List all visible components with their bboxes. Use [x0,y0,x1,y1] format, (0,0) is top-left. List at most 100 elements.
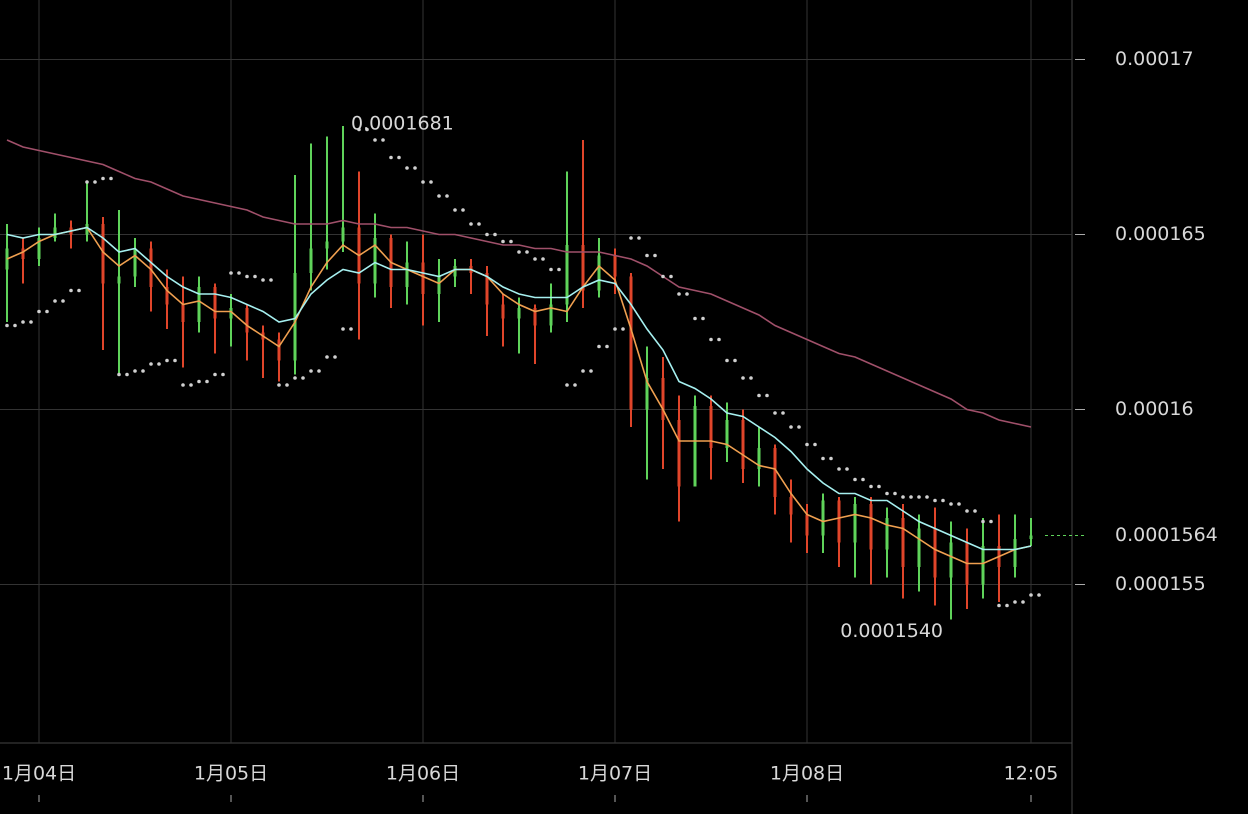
moving-average-line [6,226,1032,565]
sar-dot [517,250,521,254]
sar-dot [453,208,457,212]
sar-dot [277,383,281,387]
candle-body [885,518,889,550]
sar-dot [893,491,897,496]
sar-dot [253,274,257,279]
sar-dot [165,358,169,363]
candle-body [869,504,873,550]
candle-body [277,339,281,361]
x-tick-label: 1月07日 [578,763,652,785]
candle-body [789,497,793,515]
candle-body [757,448,761,469]
candle-body [917,528,921,567]
sar-dot [605,344,609,349]
candle-body [661,378,665,420]
sar-dot [533,257,537,261]
candle-body [53,227,57,238]
sar-dot [373,138,377,142]
sar-dot [965,509,969,513]
sar-dot [557,267,561,272]
candle-body [853,504,857,543]
sar-dot [853,477,857,482]
sar-dot [645,253,649,258]
sar-dot [837,467,841,471]
sar-dot [397,155,401,160]
sar-dot [789,425,793,429]
sar-dot [405,166,409,170]
sar-dot [813,442,817,447]
candle-body [325,241,329,249]
sar-dot [821,456,825,461]
sar-dot [181,383,185,387]
sar-dot [845,467,849,471]
sar-dot [133,369,137,373]
sar-dot [117,372,121,377]
candle-body [725,420,729,448]
candle-body [101,224,105,284]
candle-body [581,245,585,291]
sar-dot [213,372,217,377]
candle-body [933,528,937,578]
sar-dot [53,299,57,303]
sar-dot [581,369,585,373]
candle-body [981,546,985,585]
sar-dot [77,288,81,293]
sar-dot [125,372,129,377]
sar-dot [333,355,337,359]
x-tick-label: 1月05日 [194,763,268,785]
candle-body [181,304,185,322]
candle-body [117,276,121,284]
sar-dot [261,278,265,282]
sar-dot [485,232,489,237]
sar-dot [357,127,361,132]
candle-body [37,238,41,259]
candle-body [309,248,313,273]
sar-dot [421,180,425,184]
candle-body [693,406,697,487]
sar-dot [237,271,241,275]
sar-dot [701,316,705,321]
candle-body [709,406,713,448]
sar-dot [141,369,145,373]
sar-dot [293,376,297,380]
sar-dot [509,239,513,244]
last-price-label: 0.0001564 [1115,524,1218,546]
candle-body [213,287,217,319]
candle-body [421,262,425,294]
high-annotation: 0.0001681 [351,113,454,135]
sar-dot [245,274,249,279]
sar-dot [301,376,305,380]
sar-dot [1005,603,1009,608]
sar-dot [197,379,201,384]
sar-dot [149,362,153,366]
sar-dot [885,491,889,496]
sar-dot [613,327,617,331]
candle-body [149,248,153,287]
candle-body [165,287,169,305]
sar-dot [341,327,345,331]
candle-body [229,308,233,319]
sar-dot [205,379,209,384]
sar-dot [597,344,601,349]
candle-body [245,308,249,333]
sar-dot [69,288,73,293]
sar-dot [549,267,553,272]
candle-body [613,255,617,277]
sar-dot [437,194,441,198]
sar-dot [45,309,49,314]
candle-body [453,266,457,277]
sar-dot [85,180,89,184]
sar-dot [469,222,473,226]
sar-dot [653,253,657,258]
candle-body [837,500,841,543]
sar-dot [525,250,529,254]
sar-dot [221,372,225,377]
candle-body [501,304,505,319]
sar-dot [429,180,433,184]
sar-dot [765,393,769,398]
sar-dot [685,292,689,296]
sar-dot [317,369,321,373]
sar-dot [1029,593,1033,597]
